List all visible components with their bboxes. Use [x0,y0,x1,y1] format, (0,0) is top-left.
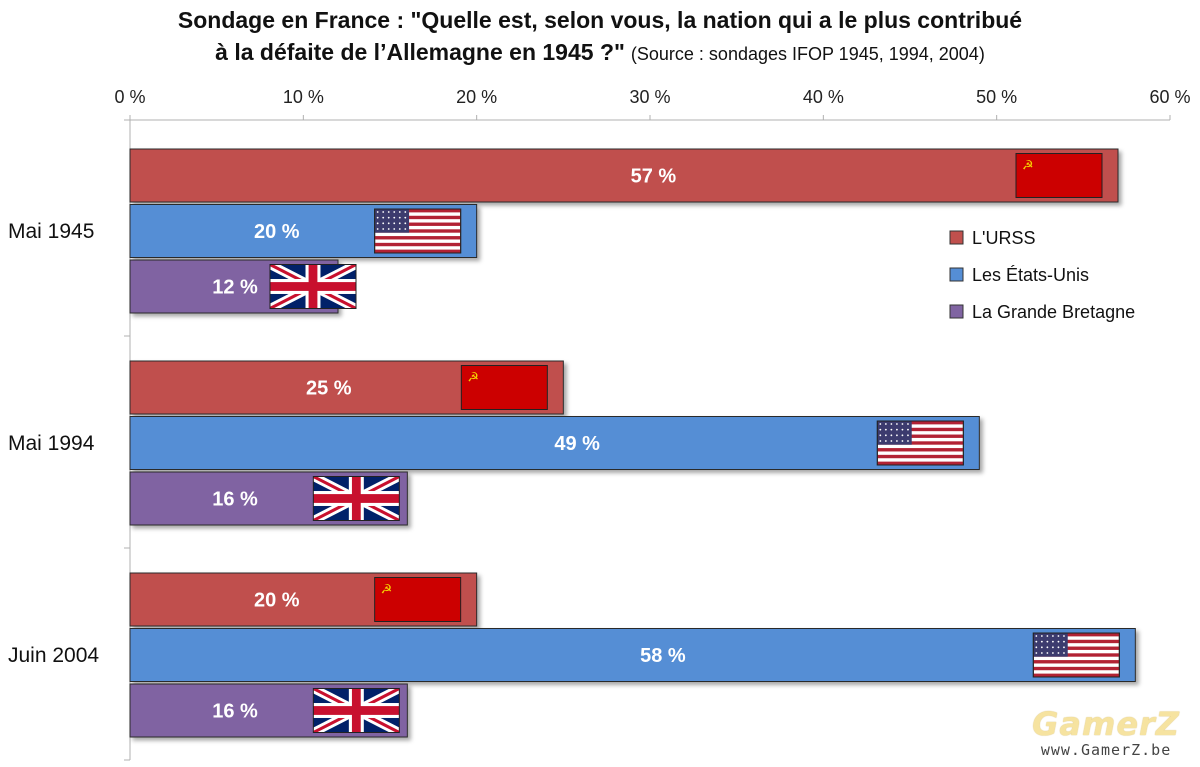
watermark-url: www.GamerZ.be [1040,741,1172,759]
x-tick-label: 60 % [1149,87,1190,107]
usa-flag-icon [876,420,964,466]
data-label: 16 % [212,489,258,511]
x-tick-label: 50 % [976,87,1017,107]
data-label: 20 % [254,590,300,612]
usa-flag-icon [1032,632,1120,678]
uk-flag-icon [312,688,400,733]
data-label: 49 % [554,433,600,455]
bar [129,416,980,470]
ussr-flag-icon: ☭ [460,365,548,410]
category-label: Mai 1945 [8,220,94,243]
data-label: 12 % [212,277,258,299]
watermark: GamerZ www.GamerZ.be [1032,707,1180,759]
category-label: Juin 2004 [8,644,99,667]
x-tick-label: 0 % [114,87,145,107]
data-label: 25 % [306,378,352,400]
x-tick-label: 40 % [803,87,844,107]
svg-text:☭: ☭ [1022,159,1034,174]
chart-title-line2: à la défaite de l’Allemagne en 1945 ?" [215,39,625,65]
x-tick-label: 20 % [456,87,497,107]
svg-text:☭: ☭ [467,371,479,386]
ussr-flag-icon: ☭ [374,577,462,622]
data-label: 58 % [640,645,686,667]
legend-swatch [949,230,964,245]
chart-title: Sondage en France : "Quelle est, selon v… [0,4,1200,68]
legend-swatch [949,267,964,282]
x-tick-label: 10 % [283,87,324,107]
svg-text:☭: ☭ [381,583,393,598]
x-tick-label: 30 % [629,87,670,107]
data-label: 20 % [254,221,300,243]
uk-flag-icon [269,264,357,309]
bar [129,628,1136,682]
chart-title-line1: Sondage en France : "Quelle est, selon v… [177,7,1023,33]
chart-source: (Source : sondages IFOP 1945, 1994, 2004… [630,44,985,64]
bar [129,148,1119,203]
data-label: 57 % [631,166,677,188]
legend-label: Les États-Unis [972,265,1089,285]
legend-label: L'URSS [972,228,1035,248]
category-label: Mai 1994 [8,432,95,455]
watermark-logo: GamerZ [1032,705,1180,743]
legend-swatch [949,304,964,319]
ussr-flag-icon: ☭ [1015,153,1103,198]
uk-flag-icon [312,476,400,521]
data-label: 16 % [212,701,258,723]
usa-flag-icon [374,208,462,254]
legend-label: La Grande Bretagne [972,302,1135,322]
